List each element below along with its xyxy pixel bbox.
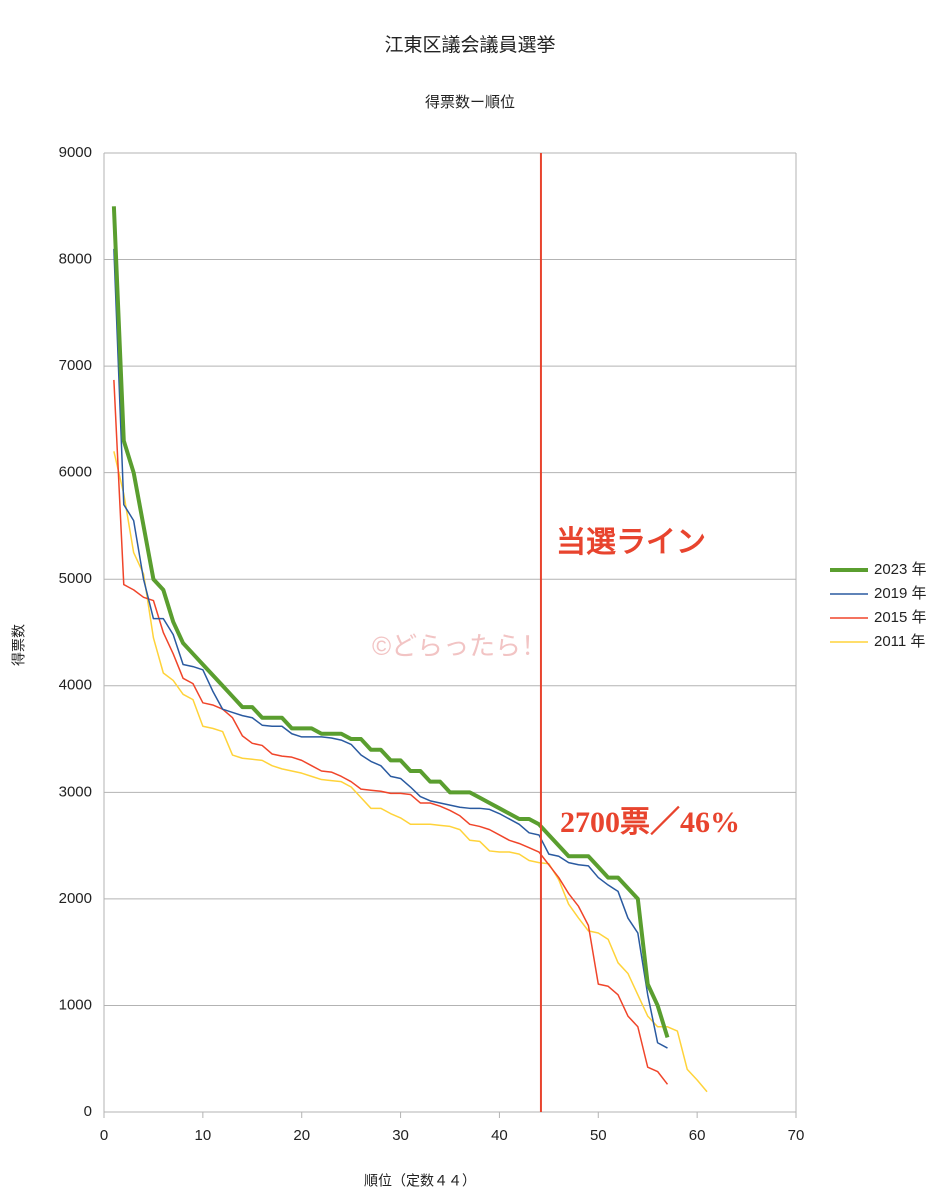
watermark: ©どらったら！ bbox=[372, 631, 547, 661]
series-line bbox=[113, 379, 669, 1085]
y-axis-label: 得票数 bbox=[11, 624, 27, 666]
chart-title: 江東区議会議員選挙 bbox=[384, 34, 555, 56]
y-tick-label: 1000 bbox=[59, 996, 92, 1013]
x-tick-label: 40 bbox=[491, 1127, 508, 1144]
x-axis-label: 順位（定数４４） bbox=[364, 1173, 476, 1189]
legend-label: 2023 年 bbox=[874, 561, 927, 578]
x-tick-label: 70 bbox=[788, 1127, 805, 1144]
y-tick-label: 2000 bbox=[59, 890, 92, 907]
y-tick-label: 8000 bbox=[59, 251, 92, 268]
series-line bbox=[111, 206, 670, 1039]
line-label: 当選ライン bbox=[556, 526, 706, 559]
x-tick-label: 60 bbox=[689, 1127, 706, 1144]
x-tick-label: 10 bbox=[195, 1127, 212, 1144]
chart-subtitle: 得票数ー順位 bbox=[425, 94, 515, 111]
x-tick-label: 0 bbox=[100, 1127, 108, 1144]
y-tick-label: 7000 bbox=[59, 357, 92, 374]
legend-label: 2019 年 bbox=[874, 585, 927, 602]
y-tick-label: 3000 bbox=[59, 783, 92, 800]
x-tick-label: 20 bbox=[293, 1127, 310, 1144]
series-line bbox=[113, 451, 708, 1093]
x-tick-label: 50 bbox=[590, 1127, 607, 1144]
y-tick-label: 0 bbox=[84, 1103, 92, 1120]
y-tick-label: 4000 bbox=[59, 677, 92, 694]
threshold-label: 2700票／46% bbox=[560, 806, 740, 839]
y-tick-label: 6000 bbox=[59, 464, 92, 481]
x-tick-label: 30 bbox=[392, 1127, 409, 1144]
legend-label: 2015 年 bbox=[874, 609, 927, 626]
legend-label: 2011 年 bbox=[874, 633, 925, 650]
series-line bbox=[113, 248, 668, 1049]
y-tick-label: 5000 bbox=[59, 570, 92, 587]
y-tick-label: 9000 bbox=[59, 144, 92, 161]
